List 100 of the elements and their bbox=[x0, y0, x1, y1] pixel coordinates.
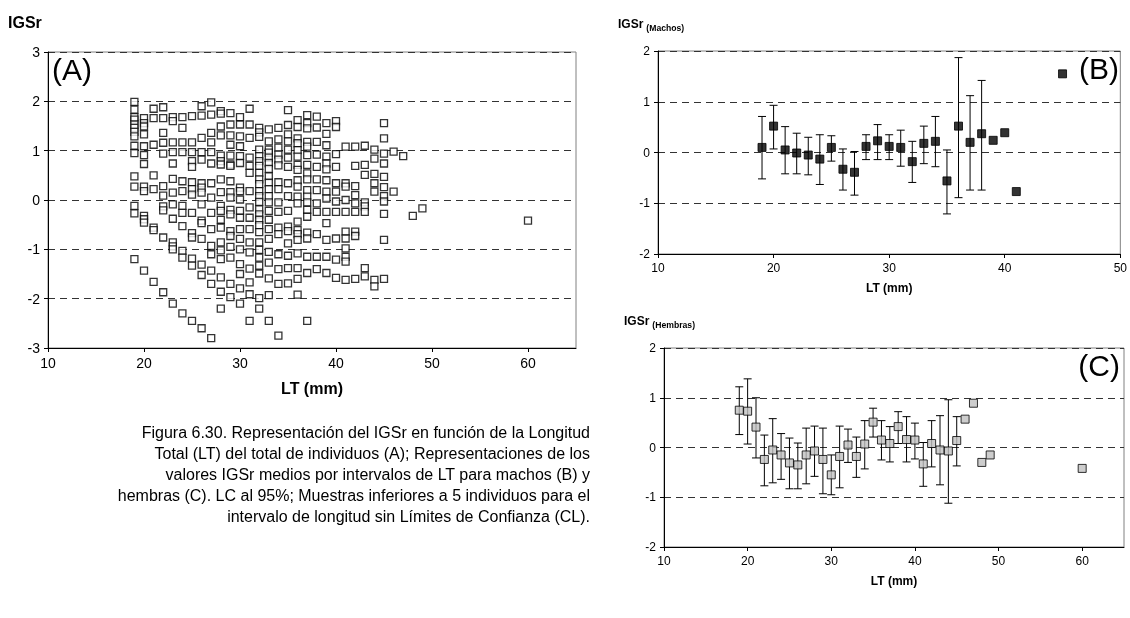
point bbox=[769, 121, 779, 131]
point bbox=[801, 450, 811, 460]
x-tick-label: 10 bbox=[651, 261, 665, 275]
point bbox=[868, 417, 878, 427]
annotation: (C) bbox=[1078, 348, 1121, 382]
point bbox=[860, 439, 870, 449]
x-tick-label: 60 bbox=[520, 355, 536, 371]
point bbox=[793, 460, 803, 470]
point bbox=[1077, 463, 1087, 473]
point bbox=[885, 439, 895, 449]
x-tick-label: 20 bbox=[136, 355, 152, 371]
point bbox=[768, 445, 778, 455]
y-tick-label: 0 bbox=[32, 192, 41, 208]
y-tick-label: 1 bbox=[649, 390, 657, 405]
point bbox=[843, 440, 853, 450]
y-tick-label: 2 bbox=[32, 93, 41, 110]
y-tick-label: 0 bbox=[649, 440, 657, 455]
y-tick-label: 2 bbox=[643, 44, 651, 58]
point bbox=[942, 176, 952, 186]
x-tick-label: 60 bbox=[1075, 554, 1090, 568]
point bbox=[930, 136, 940, 146]
point bbox=[743, 406, 753, 416]
point bbox=[907, 157, 917, 167]
point bbox=[896, 142, 906, 152]
point bbox=[849, 167, 859, 177]
point bbox=[919, 138, 929, 148]
y-axis-title: IGSr bbox=[8, 14, 42, 32]
text: Figura 6.30. Representación del IGSr en función de la Longitud Total (LT) del total de individuos (A); Representaciones de los valores IGSr medios por intervalos de LT para machos (B) y hembras (C). LC al 95%; Muestras inferiores a 5 individuos para el intervalo de longitud sin Límites de Confianza (CL). bbox=[116, 423, 590, 528]
point bbox=[838, 164, 848, 174]
x-tick-label: 10 bbox=[657, 554, 671, 568]
point bbox=[851, 451, 861, 461]
annotation: (A) bbox=[52, 52, 92, 86]
point bbox=[818, 454, 828, 464]
point bbox=[893, 422, 903, 432]
point bbox=[876, 435, 886, 445]
y-axis-title: IGSr$_{(Machos)}$ bbox=[618, 17, 685, 34]
point bbox=[757, 142, 767, 152]
y-axis-title: IGSr$_{(Hembras)}$ bbox=[624, 314, 696, 331]
x-tick-label: 40 bbox=[908, 554, 922, 568]
y-tick-label: 1 bbox=[643, 94, 651, 109]
point bbox=[751, 422, 761, 432]
point bbox=[968, 398, 978, 408]
point bbox=[1058, 69, 1068, 79]
point bbox=[977, 457, 987, 467]
point bbox=[952, 436, 962, 446]
y-tick-label: -1 bbox=[27, 241, 41, 258]
x-tick-label: 20 bbox=[740, 554, 755, 568]
y-tick-label: -2 bbox=[27, 290, 41, 307]
point bbox=[776, 450, 786, 460]
point bbox=[954, 121, 964, 131]
x-tick-label: 40 bbox=[998, 261, 1012, 275]
point bbox=[988, 135, 998, 145]
y-tick-label: -1 bbox=[645, 490, 657, 505]
x-tick-label: 30 bbox=[824, 554, 839, 568]
point bbox=[861, 141, 871, 151]
x-axis-title: LT (mm) bbox=[870, 574, 918, 588]
x-tick-label: 30 bbox=[232, 355, 248, 371]
point bbox=[1011, 187, 1021, 197]
y-tick-label: -1 bbox=[639, 196, 651, 211]
point bbox=[792, 148, 802, 158]
point bbox=[985, 450, 995, 460]
point bbox=[943, 446, 953, 456]
point bbox=[759, 454, 769, 464]
point bbox=[826, 142, 836, 152]
point bbox=[780, 145, 790, 155]
x-axis-title: LT (mm) bbox=[865, 281, 913, 295]
point bbox=[734, 405, 744, 415]
point bbox=[1000, 128, 1010, 138]
x-tick-label: 40 bbox=[328, 355, 344, 371]
point bbox=[884, 141, 894, 151]
y-tick-label: -2 bbox=[645, 540, 657, 554]
point bbox=[927, 439, 937, 449]
point bbox=[873, 136, 883, 146]
point bbox=[810, 446, 820, 456]
y-tick-label: -3 bbox=[27, 340, 41, 356]
point bbox=[835, 451, 845, 461]
x-tick-label: 20 bbox=[766, 261, 781, 275]
point bbox=[826, 470, 836, 480]
point bbox=[815, 154, 825, 164]
x-tick-label: 50 bbox=[991, 554, 1006, 568]
x-tick-label: 30 bbox=[882, 261, 897, 275]
point bbox=[977, 129, 987, 139]
y-tick-label: 1 bbox=[32, 142, 41, 159]
y-tick-label: -2 bbox=[639, 247, 651, 261]
y-tick-label: 3 bbox=[32, 44, 41, 60]
x-tick-label: 50 bbox=[424, 355, 440, 371]
point bbox=[918, 459, 928, 469]
point bbox=[910, 435, 920, 445]
point bbox=[960, 414, 970, 424]
y-tick-label: 0 bbox=[643, 145, 651, 160]
point bbox=[784, 458, 794, 468]
point bbox=[935, 445, 945, 455]
x-tick-label: 10 bbox=[40, 355, 56, 371]
point bbox=[965, 137, 975, 147]
point bbox=[902, 435, 912, 445]
x-tick-label: 50 bbox=[1113, 261, 1128, 275]
point bbox=[803, 150, 813, 160]
y-tick-label: 2 bbox=[649, 341, 657, 355]
annotation: (B) bbox=[1079, 51, 1120, 85]
x-axis-title: LT (mm) bbox=[281, 379, 343, 397]
